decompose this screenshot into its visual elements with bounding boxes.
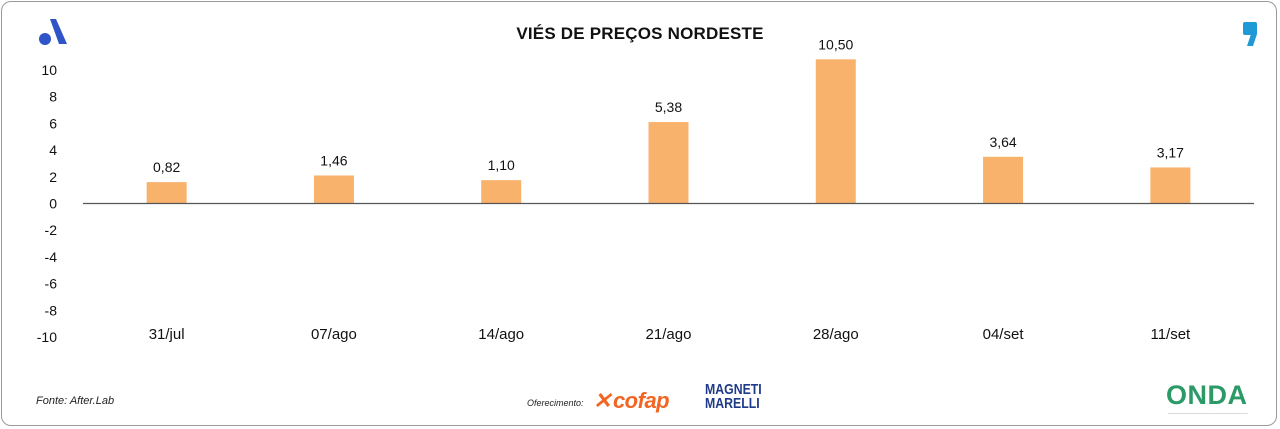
brand-a-logo-icon xyxy=(38,18,68,51)
quote-comma-icon xyxy=(1241,20,1261,53)
y-tick-label: 10 xyxy=(41,62,57,78)
y-tick-label: -10 xyxy=(37,329,57,345)
x-axis-ticks: 31/jul 07/ago 14/ago 21/ago 28/ago 04/set 11/s… xyxy=(149,326,1191,343)
y-tick-label: -4 xyxy=(45,249,58,265)
bar-value-label: 3,17 xyxy=(1157,144,1184,160)
bar-value-label: 1,46 xyxy=(320,152,347,168)
bar-value-label: 1,10 xyxy=(488,157,515,173)
bar-value-label: 10,50 xyxy=(818,36,853,52)
bar xyxy=(1150,167,1191,204)
cofap-logo: ✕cofap xyxy=(593,388,670,414)
magneti-marelli-logo: MAGNETI MARELLI xyxy=(705,381,762,412)
y-tick-label: 2 xyxy=(49,169,57,185)
magneti-logo-line2: MARELLI xyxy=(705,395,760,412)
y-tick-label: 8 xyxy=(49,89,57,105)
source-note: Fonte: After.Lab xyxy=(36,395,115,407)
x-tick-label: 21/ago xyxy=(646,326,692,343)
y-tick-label: 0 xyxy=(49,196,57,212)
onda-logo-tagline-mark: ——————————————————— xyxy=(1168,410,1248,415)
bar-value-label: 3,64 xyxy=(989,134,1016,150)
y-tick-label: -8 xyxy=(45,302,58,318)
x-tick-label: 07/ago xyxy=(311,326,357,343)
onda-logo: ONDA xyxy=(1166,380,1248,410)
bar xyxy=(481,180,522,204)
x-tick-label: 28/ago xyxy=(813,326,859,343)
cofap-x-icon: ✕ xyxy=(593,388,611,413)
bar xyxy=(648,122,689,204)
bar-value-label: 0,82 xyxy=(153,159,180,175)
x-tick-label: 11/set xyxy=(1150,326,1191,343)
cofap-logo-text: cofap xyxy=(612,388,670,413)
bar xyxy=(313,175,354,204)
bars-group xyxy=(146,59,1191,204)
x-tick-label: 31/jul xyxy=(149,326,185,343)
magneti-logo-line1: MAGNETI xyxy=(705,381,762,398)
bar xyxy=(983,156,1024,204)
bar xyxy=(815,59,856,204)
y-tick-label: -2 xyxy=(45,222,58,238)
y-axis-ticks: 10 8 6 4 2 0 -2 -4 -6 -8 -10 xyxy=(37,62,57,345)
y-tick-label: 6 xyxy=(49,115,57,131)
x-tick-label: 14/ago xyxy=(478,326,524,343)
bar-labels-group: 0,82 1,46 1,10 5,38 10,50 3,64 3,17 xyxy=(153,36,1184,175)
sponsor-label: Oferecimento: xyxy=(527,398,584,408)
bar xyxy=(146,182,187,204)
bar-value-label: 5,38 xyxy=(655,99,682,115)
y-tick-label: 4 xyxy=(49,142,57,158)
x-tick-label: 04/set xyxy=(983,326,1025,343)
chart-title: VIÉS DE PREÇOS NORDESTE xyxy=(516,24,764,43)
y-tick-label: -6 xyxy=(45,276,58,292)
